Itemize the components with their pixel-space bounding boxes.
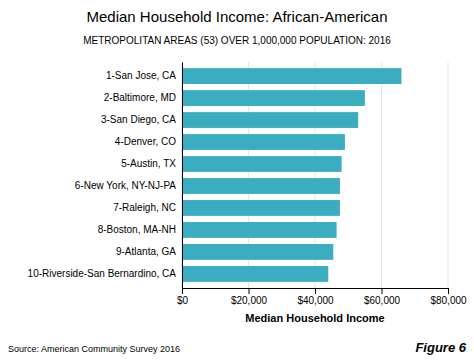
y-tick-label: 2-Baltimore, MD <box>104 92 176 103</box>
bar <box>182 90 365 106</box>
x-axis: $0 $20,000 $40,000 $60,000 $80,000 <box>177 288 467 306</box>
title: Median Household Income: African-America… <box>87 8 388 25</box>
x-tick-mark <box>382 288 383 294</box>
y-tick-label: 3-San Diego, CA <box>101 114 176 125</box>
x-tick: $0 <box>177 288 189 306</box>
bar <box>182 200 340 216</box>
chart: Median Household Income: African-America… <box>0 0 474 360</box>
grid <box>182 62 448 288</box>
y-tick: 3-San Diego, CA <box>101 114 176 125</box>
bar <box>182 112 358 128</box>
grid-line <box>448 62 449 288</box>
bar <box>182 244 333 260</box>
y-tick: 7-Raleigh, NC <box>113 202 176 213</box>
bar <box>182 68 401 84</box>
x-tick-mark <box>448 288 449 294</box>
y-axis: 10-Riverside-San Bernardino, CA 9-Atlanta… <box>28 63 183 289</box>
y-tick-label: 4-Denver, CO <box>115 136 176 147</box>
x-tick-label: $80,000 <box>430 295 467 306</box>
y-tick: 5-Austin, TX <box>121 158 176 169</box>
x-tick: $80,000 <box>430 288 467 306</box>
source: Source: American Community Survey 2016 <box>8 344 180 354</box>
x-tick-label: $0 <box>177 295 189 306</box>
y-tick: 9-Atlanta, GA <box>116 246 176 257</box>
bars <box>182 68 401 282</box>
x-tick-label: $40,000 <box>297 295 334 306</box>
grid-line <box>381 62 382 288</box>
y-tick: 1-San Jose, CA <box>106 70 176 81</box>
x-tick-label: $20,000 <box>231 295 268 306</box>
y-tick-label: 10-Riverside-San Bernardino, CA <box>28 268 177 279</box>
bar <box>182 134 345 150</box>
x-tick: $60,000 <box>364 288 401 306</box>
y-tick-label: 6-New York, NY-NJ-PA <box>75 180 176 191</box>
y-tick: 2-Baltimore, MD <box>104 92 176 103</box>
figure-label: Figure 6 <box>415 340 466 355</box>
y-tick-label: 9-Atlanta, GA <box>116 246 176 257</box>
bar <box>182 222 337 238</box>
y-tick: 8-Boston, MA-NH <box>98 224 176 235</box>
y-tick-label: 8-Boston, MA-NH <box>98 224 176 235</box>
y-tick-label: 5-Austin, TX <box>121 158 176 169</box>
bar <box>182 178 340 194</box>
plot: $0 $20,000 $40,000 $60,000 $80,000 10-Riversi… <box>28 62 467 306</box>
y-tick-label: 7-Raleigh, NC <box>113 202 176 213</box>
x-axis-title: Median Household Income <box>245 312 384 324</box>
x-tick-mark <box>182 288 183 294</box>
bar <box>182 266 328 282</box>
y-tick: 6-New York, NY-NJ-PA <box>75 180 176 191</box>
bar <box>182 156 342 172</box>
x-tick-label: $60,000 <box>364 295 401 306</box>
y-tick: 10-Riverside-San Bernardino, CA <box>28 268 177 279</box>
y-axis-line <box>182 63 183 289</box>
x-tick-mark <box>315 288 316 294</box>
x-tick: $40,000 <box>297 288 334 306</box>
y-tick-label: 1-San Jose, CA <box>106 70 176 81</box>
x-tick-mark <box>249 288 250 294</box>
x-tick: $20,000 <box>231 288 268 306</box>
subtitle: METROPOLITAN AREAS (53) OVER 1,000,000 P… <box>83 35 391 46</box>
y-tick: 4-Denver, CO <box>115 136 176 147</box>
grid-line <box>182 62 183 288</box>
